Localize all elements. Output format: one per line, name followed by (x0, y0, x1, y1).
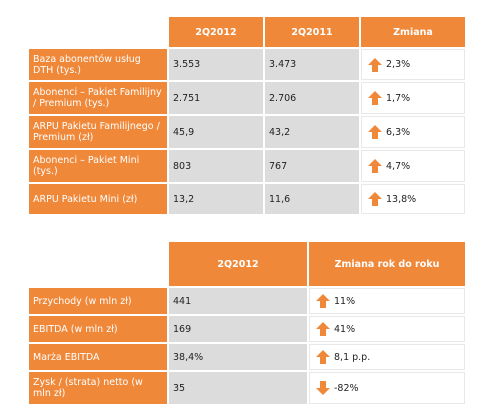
arrow-up-icon (368, 57, 382, 72)
table-row: Baza abonentów usług DTH (tys.) 3.553 3.47… (29, 49, 465, 80)
change-cell: 1,7% (361, 82, 465, 114)
header-change: Zmiana (361, 17, 465, 47)
row-label: Przychody (w mln zł) (29, 288, 167, 314)
table-header-row: 2Q2012 2Q2011 Zmiana (29, 17, 465, 47)
table-row: ARPU Pakietu Mini (zł) 13,2 11,6 13,8% (29, 184, 465, 214)
header-blank (29, 242, 167, 286)
value-2q2011: 2.706 (265, 82, 359, 114)
header-yoy-change: Zmiana rok do roku (309, 242, 465, 286)
financial-kpi-table: 2Q2012 Zmiana rok do roku Przychody (w m… (27, 240, 467, 406)
arrow-up-icon (368, 91, 382, 105)
table-row: Abonenci – Pakiet Familijny / Premium (t… (29, 82, 465, 114)
arrow-up-icon (316, 350, 330, 364)
table-row: Marża EBITDA 38,4% 8,1 p.p. (29, 344, 465, 370)
change-cell: 41% (309, 316, 465, 342)
arrow-up-icon (368, 125, 382, 139)
value-2q2011: 11,6 (265, 184, 359, 214)
change-value: 11% (334, 295, 356, 307)
arrow-up-icon (316, 322, 330, 336)
row-label: Zysk / (strata) netto (w mln zł) (29, 372, 167, 404)
value-2q2012: 803 (169, 150, 263, 182)
change-value: -82% (334, 382, 359, 394)
value-2q2012: 169 (169, 316, 307, 342)
change-cell: 13,8% (361, 184, 465, 214)
table-row: EBITDA (w mln zł) 169 41% (29, 316, 465, 342)
value-2q2012: 35 (169, 372, 307, 404)
value-2q2012: 45,9 (169, 116, 263, 148)
row-label: ARPU Pakietu Familijnego / Premium (zł) (29, 116, 167, 148)
header-2q2011: 2Q2011 (265, 17, 359, 47)
header-blank (29, 17, 167, 47)
change-cell: 11% (309, 288, 465, 314)
value-2q2011: 43,2 (265, 116, 359, 148)
change-cell: 6,3% (361, 116, 465, 148)
value-2q2011: 3.473 (265, 49, 359, 80)
value-2q2012: 38,4% (169, 344, 307, 370)
value-2q2012: 3.553 (169, 49, 263, 80)
change-cell: 8,1 p.p. (309, 344, 465, 370)
subscriber-kpi-table: 2Q2012 2Q2011 Zmiana Baza abonentów usłu… (27, 15, 467, 216)
change-value: 2,3% (386, 59, 411, 70)
header-2q2012: 2Q2012 (169, 17, 263, 47)
change-value: 13,8% (386, 193, 417, 205)
value-2q2012: 441 (169, 288, 307, 314)
arrow-up-icon (368, 159, 382, 173)
change-cell: -82% (309, 372, 465, 404)
arrow-down-icon (316, 381, 330, 395)
change-value: 8,1 p.p. (334, 351, 371, 363)
value-2q2012: 13,2 (169, 184, 263, 214)
change-value: 1,7% (386, 92, 411, 104)
table-row: Zysk / (strata) netto (w mln zł) 35 -82% (29, 372, 465, 404)
change-cell: 2,3% (361, 49, 465, 80)
row-label: Abonenci – Pakiet Familijny / Premium (t… (29, 82, 167, 114)
change-value: 4,7% (386, 160, 411, 172)
change-value: 41% (334, 323, 356, 335)
arrow-up-icon (368, 192, 382, 206)
row-label: Baza abonentów usług DTH (tys.) (29, 49, 167, 80)
value-2q2011: 767 (265, 150, 359, 182)
row-label: Marża EBITDA (29, 344, 167, 370)
row-label: EBITDA (w mln zł) (29, 316, 167, 342)
arrow-up-icon (316, 294, 330, 308)
table-row: Przychody (w mln zł) 441 11% (29, 288, 465, 314)
table-header-row: 2Q2012 Zmiana rok do roku (29, 242, 465, 286)
change-cell: 4,7% (361, 150, 465, 182)
header-2q2012: 2Q2012 (169, 242, 307, 286)
row-label: ARPU Pakietu Mini (zł) (29, 184, 167, 214)
row-label: Abonenci – Pakiet Mini (tys.) (29, 150, 167, 182)
value-2q2012: 2.751 (169, 82, 263, 114)
table-row: ARPU Pakietu Familijnego / Premium (zł) 4… (29, 116, 465, 148)
change-value: 6,3% (386, 126, 411, 138)
table-row: Abonenci – Pakiet Mini (tys.) 803 767 4,7% (29, 150, 465, 182)
